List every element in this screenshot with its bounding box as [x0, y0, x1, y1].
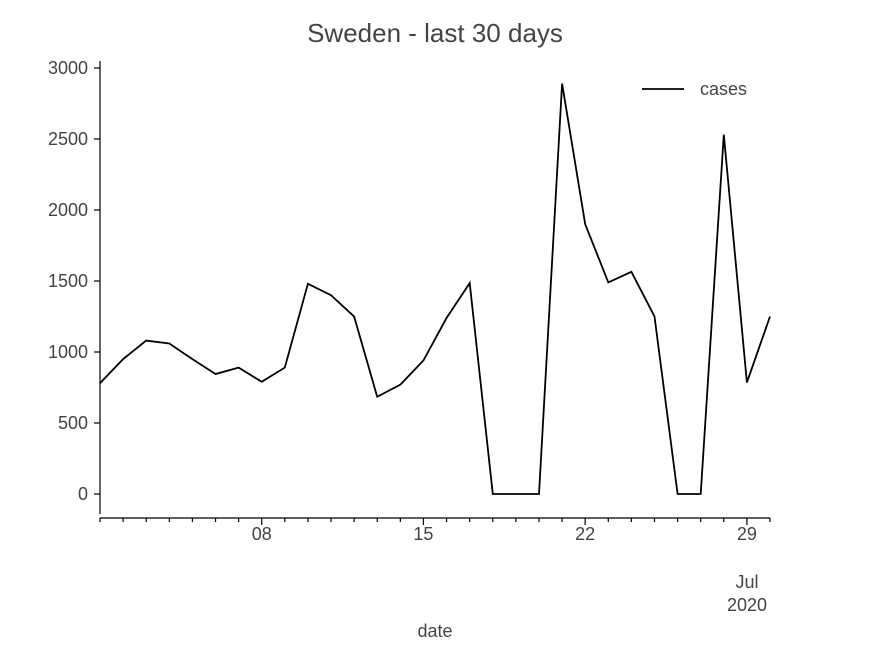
- series-line-cases: [99, 83, 771, 495]
- y-tick-label: 1500: [48, 271, 88, 291]
- x-axis: 08 15 22 29 Jul 2020: [99, 517, 771, 615]
- y-tick-label: 3000: [48, 58, 88, 78]
- series-layer: [99, 83, 771, 495]
- x-axis-label: date: [417, 621, 452, 641]
- y-axis: 0 500 1000 1500 2000 2500 3000: [48, 58, 101, 514]
- y-tick-label: 2500: [48, 129, 88, 149]
- x-tick-label: 15: [413, 524, 433, 544]
- x-month-label: Jul: [735, 572, 758, 592]
- y-tick-label: 1000: [48, 342, 88, 362]
- y-tick-label: 0: [78, 484, 88, 504]
- x-year-label: 2020: [727, 595, 767, 615]
- y-tick-label: 2000: [48, 200, 88, 220]
- x-tick-label: 08: [252, 524, 272, 544]
- legend-label: cases: [700, 79, 747, 99]
- x-tick-label: 29: [737, 524, 757, 544]
- legend: cases: [642, 79, 747, 99]
- chart-title: Sweden - last 30 days: [307, 18, 563, 48]
- x-tick-label: 22: [575, 524, 595, 544]
- y-tick-label: 500: [58, 413, 88, 433]
